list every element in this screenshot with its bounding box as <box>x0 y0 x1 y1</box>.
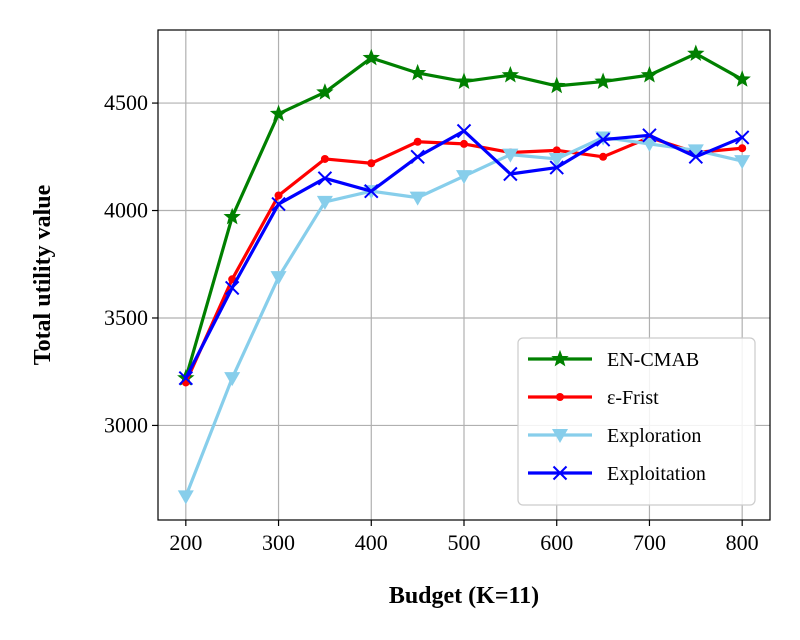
legend-item: EN-CMAB <box>528 349 699 371</box>
data-point <box>502 148 519 163</box>
data-point <box>362 48 380 66</box>
x-tick-label: 700 <box>633 530 666 555</box>
data-point <box>270 271 287 286</box>
data-point-stroke <box>734 130 750 145</box>
data-point <box>413 137 422 146</box>
data-point-stroke <box>688 149 704 165</box>
legend-item: Exploration <box>528 425 701 447</box>
data-point <box>549 160 564 175</box>
data-point <box>316 83 334 100</box>
data-point <box>460 139 468 148</box>
data-point <box>269 104 288 122</box>
data-point <box>410 149 425 165</box>
data-point <box>687 144 704 159</box>
x-tick-label: 500 <box>448 530 481 555</box>
data-point-stroke <box>595 132 611 147</box>
data-point <box>738 144 747 153</box>
series-exploitation <box>178 123 750 386</box>
data-point <box>734 155 751 170</box>
legend-box <box>517 337 756 506</box>
legend-label: EN-CMAB <box>607 349 699 371</box>
data-point <box>274 191 283 200</box>
legend-marker <box>551 349 569 367</box>
data-point <box>599 152 608 161</box>
data-point <box>734 130 750 145</box>
data-point <box>271 196 286 212</box>
data-point <box>594 72 612 89</box>
data-point <box>455 72 473 89</box>
data-point-stroke <box>503 166 518 182</box>
data-point-stroke <box>224 280 240 296</box>
data-point <box>640 66 659 83</box>
y-axis-title: Total utility value <box>30 184 56 365</box>
data-point-stroke <box>178 370 194 386</box>
legend-label: Exploitation <box>607 463 706 485</box>
data-point <box>501 66 520 83</box>
data-point <box>642 128 657 143</box>
data-point <box>733 70 751 87</box>
y-tick-label: 4500 <box>104 90 148 115</box>
data-point-stroke <box>642 128 657 143</box>
data-point-stroke <box>549 160 564 175</box>
data-point <box>409 191 426 206</box>
data-point <box>224 372 241 387</box>
data-point <box>320 154 329 163</box>
x-tick-label: 600 <box>540 530 573 555</box>
data-point <box>641 137 658 152</box>
x-tick-label: 800 <box>726 530 759 555</box>
legend-label: Exploration <box>607 425 701 447</box>
legend-marker <box>552 465 568 481</box>
legend-label: ε-Frist <box>607 387 659 409</box>
legend: EN-CMAB ε-Frist Exploration Exploitation <box>517 337 756 506</box>
data-point-stroke <box>410 149 425 165</box>
data-point <box>223 207 241 225</box>
data-point <box>687 44 705 62</box>
data-point <box>178 370 194 386</box>
axis-ticks: 200 300 400 500 600 700 800 3000 3500 4000 4500 <box>104 90 759 555</box>
series-en-cmab <box>177 44 751 386</box>
data-point <box>552 146 561 155</box>
data-point <box>367 159 376 168</box>
data-point <box>177 490 194 505</box>
data-point <box>224 280 240 296</box>
data-point <box>456 123 472 139</box>
data-point <box>408 63 427 81</box>
data-point <box>316 195 333 210</box>
x-tick-label: 200 <box>169 530 202 555</box>
data-point <box>548 152 565 167</box>
data-point <box>503 166 518 182</box>
data-point <box>548 76 566 94</box>
series-layer <box>177 44 751 505</box>
x-tick-label: 400 <box>355 530 388 555</box>
data-point <box>595 132 611 147</box>
y-tick-label: 4000 <box>104 198 148 223</box>
x-axis-title: Budget (K=11) <box>389 583 539 609</box>
legend-marker <box>552 429 568 443</box>
data-point-stroke <box>317 171 333 186</box>
series-exploration <box>177 131 751 505</box>
series-frist <box>181 133 747 387</box>
y-tick-label: 3000 <box>104 412 148 437</box>
data-point <box>688 149 704 165</box>
y-tick-label: 3500 <box>104 305 148 330</box>
data-point-stroke <box>364 183 379 199</box>
data-point-stroke <box>271 196 286 212</box>
data-point <box>317 171 333 186</box>
data-point <box>456 170 472 185</box>
legend-item: Exploitation <box>528 463 706 485</box>
data-point-stroke <box>456 123 472 139</box>
legend-marker-stroke <box>552 465 568 481</box>
legend-marker <box>556 393 564 401</box>
x-tick-label: 300 <box>262 530 295 555</box>
legend-item: ε-Frist <box>528 387 659 409</box>
data-point <box>364 183 379 199</box>
